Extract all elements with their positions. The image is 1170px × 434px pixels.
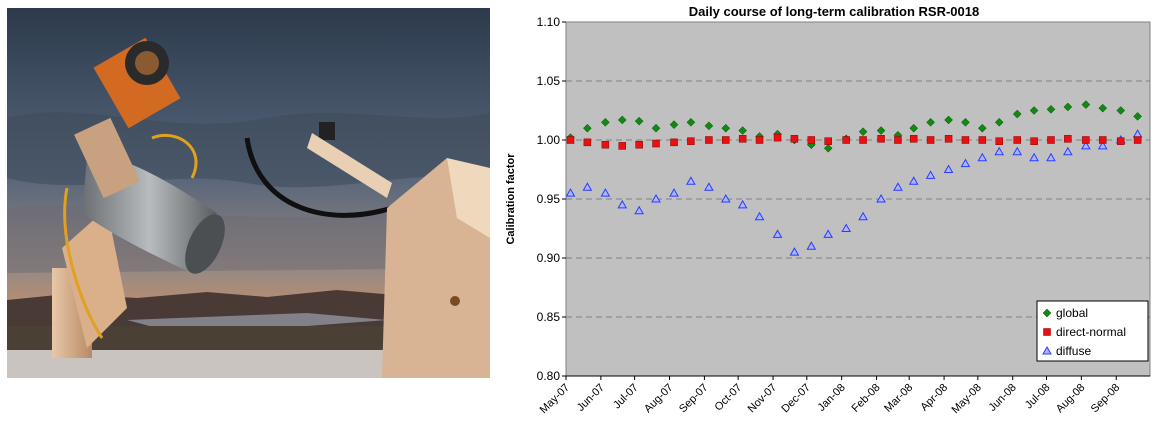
calibration-chart: Daily course of long-term calibration RS… [500,0,1170,434]
x-tick-label: Apr-08 [918,382,950,414]
direct-normal-point [1014,137,1021,144]
x-tick-label: Jul-08 [1023,382,1053,412]
direct-normal-point [1117,138,1124,145]
x-tick-label: Jun-08 [987,382,1019,414]
x-tick-label: Mar-08 [882,382,915,415]
direct-normal-point [705,137,712,144]
direct-normal-point [843,137,850,144]
legend-label-diffuse: diffuse [1056,344,1091,358]
legend: global direct-normal diffuse [1037,301,1148,361]
direct-normal-point [602,141,609,148]
direct-normal-point [962,137,969,144]
direct-normal-point [653,140,660,147]
x-tick-label: Jun-07 [575,382,607,414]
direct-normal-point [1134,137,1141,144]
x-tick-label: Sep-08 [1089,382,1123,416]
y-tick-label: 1.00 [537,133,561,147]
direct-normal-point [825,138,832,145]
direct-normal-point [910,135,917,142]
direct-normal-point [1047,137,1054,144]
direct-normal-point [996,138,1003,145]
legend-marker-direct-normal [1044,329,1051,336]
y-tick-label: 0.90 [537,251,561,265]
direct-normal-point [739,135,746,142]
x-axis: May-07 Jun-07 Jul-07 Aug-07 Sep-07 Oct-07 Nov-… [538,376,1150,416]
direct-normal-point [927,137,934,144]
x-tick-label: May-08 [950,382,984,416]
direct-normal-point [774,134,781,141]
x-tick-label: Dec-07 [779,382,813,416]
direct-normal-point [687,138,694,145]
x-tick-label: Jan-08 [816,382,848,414]
x-tick-label: Jul-07 [611,382,641,412]
direct-normal-point [808,137,815,144]
photo-radiometer-station [7,8,490,378]
direct-normal-point [979,137,986,144]
direct-normal-point [619,142,626,149]
direct-normal-point [1099,137,1106,144]
x-tick-label: Aug-08 [1054,382,1088,416]
y-axis-label: Calibration factor [505,153,517,245]
direct-normal-point [671,139,678,146]
y-axis: 0.80 0.85 0.90 0.95 1.00 1.05 1.10 [537,15,566,383]
direct-normal-point [1082,137,1089,144]
x-tick-label: Nov-07 [746,382,780,416]
x-tick-label: Sep-07 [677,382,711,416]
direct-normal-point [636,141,643,148]
x-tick-label: Oct-07 [712,382,744,414]
legend-label-global: global [1056,306,1088,320]
direct-normal-point [1031,138,1038,145]
chart-title: Daily course of long-term calibration RS… [689,4,979,19]
y-tick-label: 0.80 [537,369,561,383]
direct-normal-point [945,135,952,142]
x-tick-label: Aug-07 [642,382,676,416]
direct-normal-point [791,135,798,142]
direct-normal-point [756,137,763,144]
direct-normal-point [584,139,591,146]
direct-normal-point [567,137,574,144]
direct-normal-point [722,137,729,144]
x-tick-label: Feb-08 [850,382,883,415]
direct-normal-point [878,135,885,142]
direct-normal-point [860,137,867,144]
direct-normal-point [894,137,901,144]
y-tick-label: 1.05 [537,74,561,88]
y-tick-label: 0.85 [537,310,561,324]
y-tick-label: 0.95 [537,192,561,206]
x-tick-label: May-07 [538,382,572,416]
direct-normal-point [1064,135,1071,142]
y-tick-label: 1.10 [537,15,561,29]
legend-label-direct-normal: direct-normal [1056,325,1126,339]
